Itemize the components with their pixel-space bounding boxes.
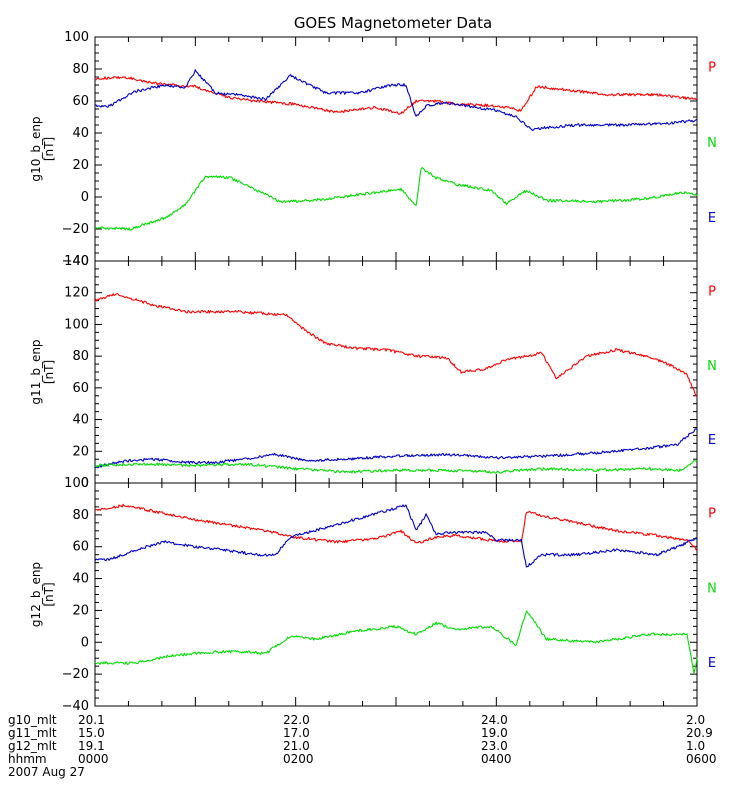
legend-N: N [707, 581, 717, 596]
series-line-P [94, 293, 698, 398]
y-axis-label: g11_b_enp [29, 339, 43, 404]
footer-value: 24.0 [481, 713, 508, 727]
panel-3: −40 −20 0 20 40 60 80 100 g12_b_enp [nT] P N E [29, 476, 717, 714]
y-axis-label: g12_b_enp [29, 562, 43, 627]
y-tick-label: −40 [62, 699, 89, 714]
legend-P: P [708, 61, 716, 76]
panel-frame [94, 482, 698, 707]
series-line-P [94, 76, 698, 116]
y-tick-label: 20 [72, 158, 89, 173]
legend-E: E [708, 211, 716, 226]
y-tick-label: 100 [64, 30, 89, 45]
legend-N: N [707, 359, 717, 374]
footer-label: hhmm [8, 752, 47, 766]
series-line-E [94, 69, 698, 132]
series-line-E [94, 428, 698, 469]
footer-label: g10_mlt [8, 713, 57, 727]
y-tick-label: 80 [72, 508, 89, 523]
footer-row-hhmm: hhmm 0000 0200 0400 0600 [0, 753, 750, 766]
y-tick-label: 0 [81, 190, 89, 205]
legend-P: P [708, 507, 716, 522]
y-axis-units: [nT] [42, 582, 56, 606]
footer-value: 19.0 [481, 726, 508, 740]
series-line-E [94, 504, 698, 568]
series-line-N [94, 610, 698, 674]
footer-label: g12_mlt [8, 739, 57, 753]
y-tick-label: 20 [72, 444, 89, 459]
y-tick-label: 40 [72, 126, 89, 141]
footer-label: g11_mlt [8, 726, 57, 740]
footer-value: 19.1 [78, 739, 105, 753]
footer-value: 21.0 [283, 739, 310, 753]
y-tick-label: 60 [72, 540, 89, 555]
panel-frame [94, 260, 698, 484]
panel-2: 0 20 40 60 80 100 120 140 g11_b_enp [nT] P N E [29, 254, 717, 491]
footer-value: 22.0 [283, 713, 310, 727]
footer-value: 20.9 [686, 726, 713, 740]
y-tick-label: 60 [72, 94, 89, 109]
footer-row-g11-mlt: g11_mlt 15.0 17.0 19.0 20.9 [0, 727, 750, 740]
footer-date: 2007 Aug 27 [8, 765, 85, 779]
footer-value: 0600 [686, 752, 717, 766]
y-tick-label: −20 [62, 222, 89, 237]
y-tick-label: 80 [72, 349, 89, 364]
series-line-N [94, 459, 698, 474]
series-line-N [94, 167, 698, 231]
footer-value: 17.0 [283, 726, 310, 740]
y-axis-label: g10_b_enp [29, 116, 43, 181]
footer-value: 20.1 [78, 713, 105, 727]
footer-value: 2.0 [686, 713, 706, 727]
footer-row-g12-mlt: g12_mlt 19.1 21.0 23.0 1.0 [0, 740, 750, 753]
time-axis-footer: g10_mlt 20.1 22.0 24.0 2.0 g11_mlt 15.0 … [0, 714, 750, 794]
y-tick-label: 40 [72, 413, 89, 428]
y-tick-label: 140 [64, 254, 89, 269]
y-tick-label: −40 [62, 254, 89, 269]
y-tick-label: 40 [72, 572, 89, 587]
y-axis-units: [nT] [42, 360, 56, 384]
y-tick-label: 0 [81, 635, 89, 650]
footer-value: 0400 [481, 752, 512, 766]
footer-row-g10-mlt: g10_mlt 20.1 22.0 24.0 2.0 [0, 714, 750, 727]
legend-E: E [708, 433, 716, 448]
y-axis-units: [nT] [42, 137, 56, 161]
y-tick-label: 60 [72, 381, 89, 396]
y-tick-label: 20 [72, 603, 89, 618]
chart-title: GOES Magnetometer Data [294, 14, 492, 32]
footer-value: 1.0 [686, 739, 706, 753]
y-tick-label: 120 [64, 286, 89, 301]
panel-1: −40 −20 0 20 40 60 80 100 g10_b_enp [nT] P N E [29, 30, 717, 269]
y-tick-label: 100 [64, 317, 89, 332]
y-tick-label: 0 [81, 476, 89, 491]
y-tick-label: 80 [72, 62, 89, 77]
legend-E: E [708, 656, 716, 671]
panel-frame [94, 36, 698, 262]
footer-row-date: 2007 Aug 27 [0, 766, 750, 779]
footer-value: 23.0 [481, 739, 508, 753]
footer-value: 0200 [283, 752, 314, 766]
y-tick-label: −20 [62, 667, 89, 682]
y-tick-label: 100 [64, 476, 89, 491]
legend-P: P [708, 284, 716, 299]
footer-value: 15.0 [78, 726, 105, 740]
footer-value: 0000 [78, 752, 109, 766]
legend-N: N [707, 136, 717, 151]
series-line-P [94, 503, 698, 552]
